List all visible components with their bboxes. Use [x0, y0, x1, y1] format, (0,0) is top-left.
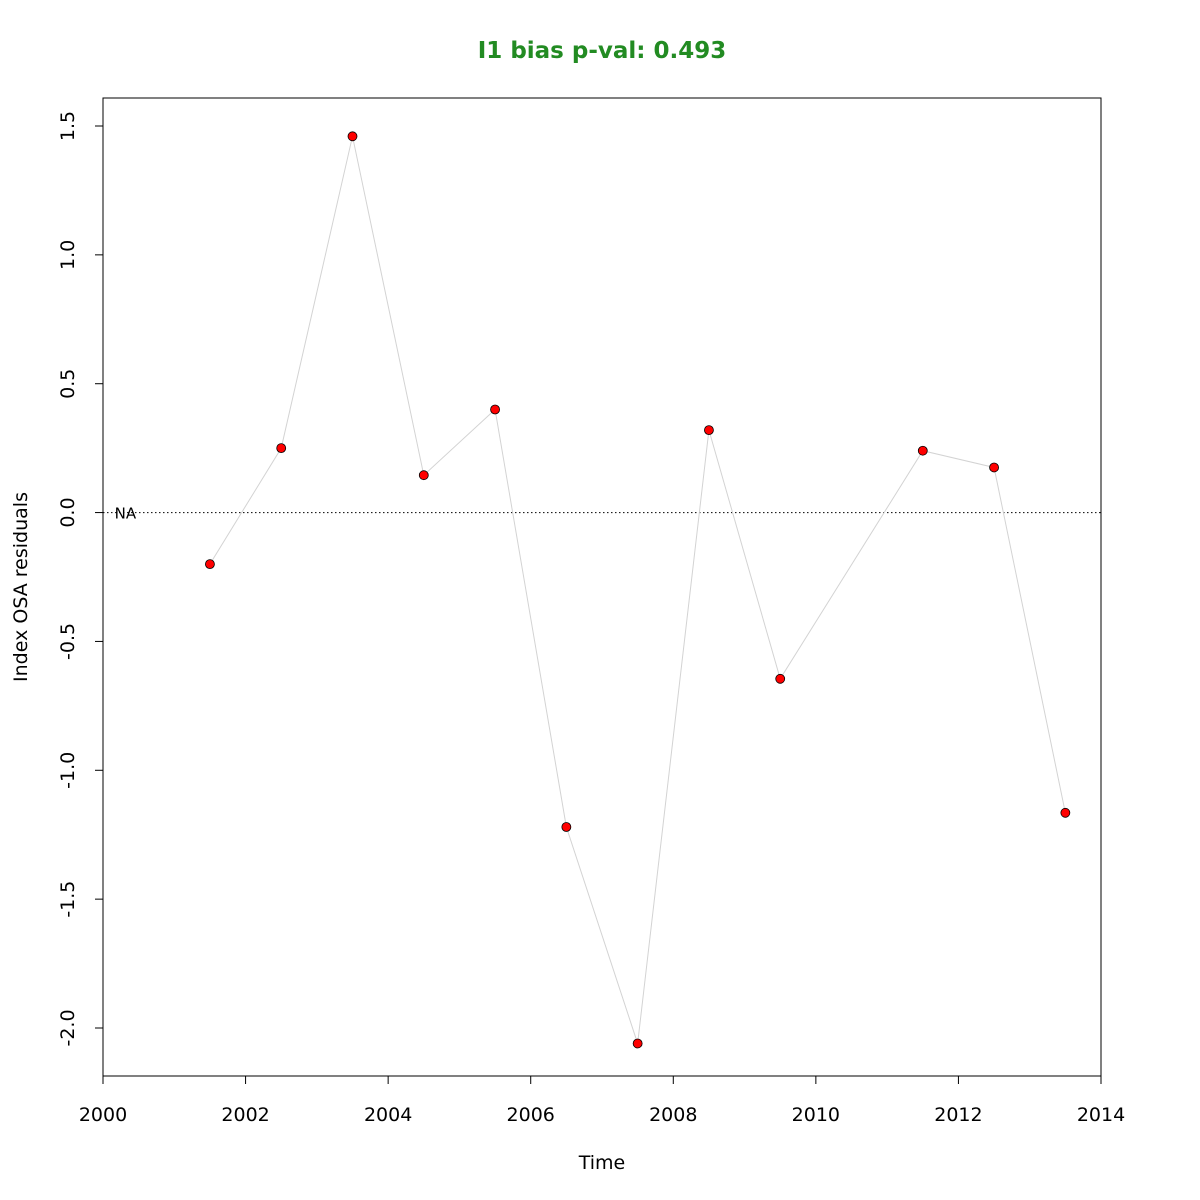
x-tick-label: 2008 [649, 1104, 697, 1126]
plot-frame [102, 97, 1102, 1077]
y-tick-label: 1.5 [57, 111, 79, 141]
x-tick-label: 2006 [507, 1104, 555, 1126]
x-axis: 2000 2002 2004 2006 2008 2010 2012 2014 [79, 1075, 1125, 1126]
y-tick-label: 0.0 [57, 497, 79, 527]
data-point [347, 131, 358, 142]
data-point [704, 425, 714, 436]
data-point [1060, 807, 1071, 818]
y-tick-label: 0.5 [57, 369, 79, 399]
x-tick-label: 2000 [79, 1104, 127, 1126]
data-point [775, 673, 786, 684]
series-line [209, 136, 1066, 1044]
y-tick-label: -1.5 [57, 881, 79, 918]
na-annotation: NA [115, 505, 137, 523]
data-point [632, 1038, 643, 1049]
x-tick-label: 2012 [934, 1104, 982, 1126]
x-tick-label: 2014 [1077, 1104, 1125, 1126]
x-tick-label: 2002 [221, 1104, 269, 1126]
x-tick-label: 2010 [792, 1104, 840, 1126]
data-point [418, 470, 429, 481]
data-point [205, 559, 215, 570]
y-tick-label: -2.0 [57, 1009, 79, 1046]
y-axis-label: Index OSA residuals [10, 492, 32, 682]
x-tick-label: 2004 [364, 1104, 412, 1126]
data-point [490, 404, 500, 415]
data-points [205, 131, 1071, 1049]
data-point [917, 445, 928, 456]
y-tick-label: 1.0 [57, 240, 79, 270]
y-tick-label: -1.0 [57, 752, 79, 789]
data-point [989, 462, 999, 473]
data-point [276, 443, 287, 454]
y-axis: -2.0 -1.5 -1.0 -0.5 0.0 0.5 1.0 1.5 [57, 111, 104, 1047]
y-tick-label: -0.5 [57, 623, 79, 660]
x-axis-label: Time [578, 1152, 626, 1174]
data-point [561, 822, 572, 832]
chart-title: I1 bias p-val: 0.493 [478, 38, 727, 64]
